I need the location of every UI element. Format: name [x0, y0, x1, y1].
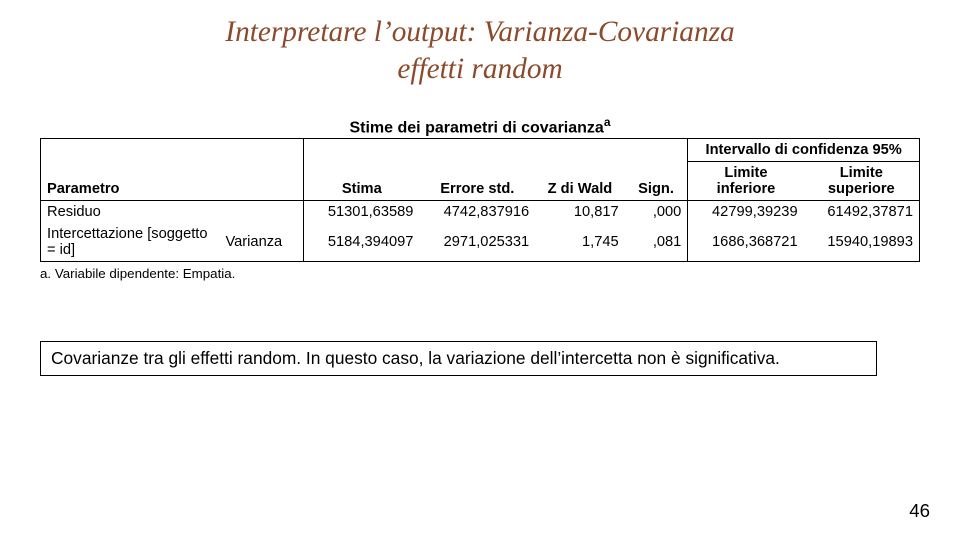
hdr-err: Errore std. [419, 161, 535, 200]
cell-stima: 51301,63589 [304, 200, 420, 223]
cell-err: 4742,837916 [419, 200, 535, 223]
covariance-table-block: Stime dei parametri di covarianzaa Inter… [40, 115, 920, 280]
cell-sign: ,081 [625, 223, 688, 262]
cell-param: Intercettazione [soggetto = id] [41, 223, 220, 262]
hdr-ci-group: Intervallo di confidenza 95% [688, 138, 920, 161]
cell-ls: 15940,19893 [804, 223, 920, 262]
slide-title: Interpretare l’output: Varianza-Covarian… [40, 14, 920, 87]
hdr-blank-6 [625, 138, 688, 161]
table-title-sup: a [604, 115, 611, 129]
hdr-blank-5 [535, 138, 624, 161]
hdr-blank-2 [219, 138, 303, 161]
cell-z: 1,745 [535, 223, 624, 262]
hdr-sub [219, 161, 303, 200]
page-number: 46 [909, 500, 930, 522]
title-line-2: effetti random [40, 51, 920, 88]
covariance-table: Intervallo di confidenza 95% Parametro S… [40, 138, 920, 262]
hdr-stima: Stima [304, 161, 420, 200]
interpretation-note: Covarianze tra gli effetti random. In qu… [40, 341, 877, 376]
cell-sign: ,000 [625, 200, 688, 223]
table-header-row-1: Intervallo di confidenza 95% [41, 138, 920, 161]
cell-stima: 5184,394097 [304, 223, 420, 262]
table-title: Stime dei parametri di covarianzaa [40, 115, 920, 137]
cell-z: 10,817 [535, 200, 624, 223]
cell-err: 2971,025331 [419, 223, 535, 262]
hdr-ls: Limite superiore [804, 161, 920, 200]
title-line-1: Interpretare l’output: Varianza-Covarian… [40, 14, 920, 51]
hdr-param: Parametro [41, 161, 220, 200]
hdr-sign: Sign. [625, 161, 688, 200]
cell-ls: 61492,37871 [804, 200, 920, 223]
table-title-text: Stime dei parametri di covarianza [349, 120, 603, 137]
table-footnote: a. Variabile dipendente: Empatia. [40, 266, 920, 281]
table-row: Residuo 51301,635894742,83791610,817,0004… [41, 200, 920, 223]
cell-param: Residuo [41, 200, 220, 223]
cell-sub: Varianza [219, 223, 303, 262]
cell-sub [219, 200, 303, 223]
hdr-li: Limite inferiore [688, 161, 804, 200]
cell-li: 1686,368721 [688, 223, 804, 262]
table-row: Intercettazione [soggetto = id]Varianza5… [41, 223, 920, 262]
table-header-row-2: Parametro Stima Errore std. Z di Wald Si… [41, 161, 920, 200]
hdr-blank-1 [41, 138, 220, 161]
slide: Interpretare l’output: Varianza-Covarian… [0, 0, 960, 540]
hdr-z: Z di Wald [535, 161, 624, 200]
hdr-blank-4 [419, 138, 535, 161]
hdr-blank-3 [304, 138, 420, 161]
cell-li: 42799,39239 [688, 200, 804, 223]
